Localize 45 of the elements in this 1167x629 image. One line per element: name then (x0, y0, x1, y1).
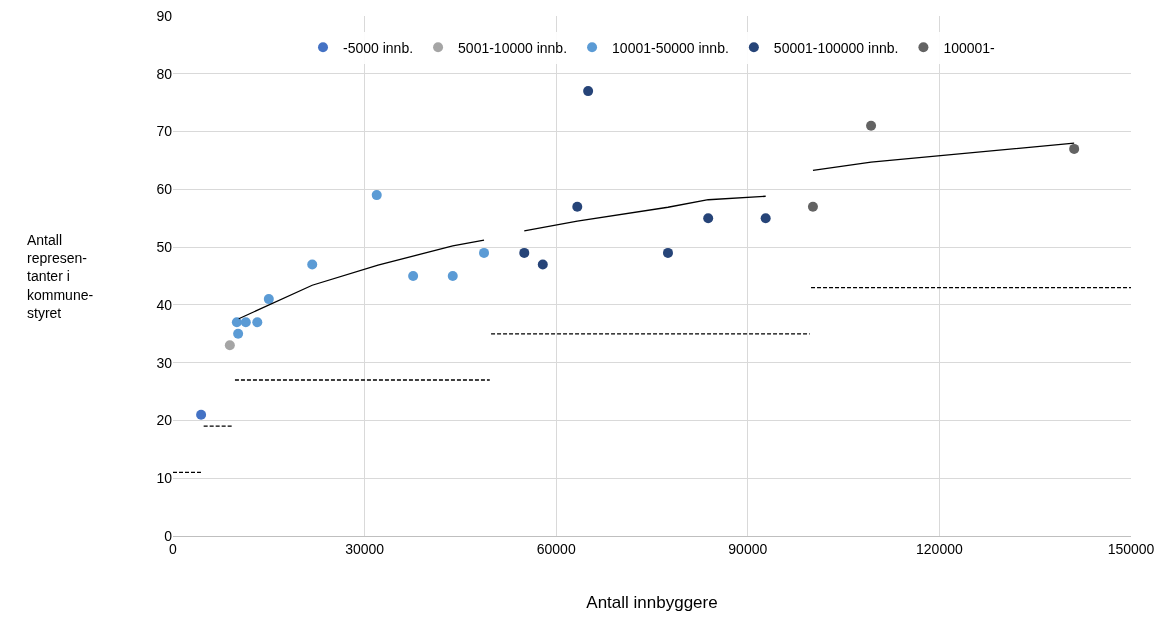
point (479, 247, 490, 258)
x-tick-label: 90000 (728, 540, 768, 557)
legend-label: 50001-100000 innb. (773, 39, 899, 56)
y-tick-label: 80 (156, 65, 173, 82)
y-tick-label: 0 (164, 527, 173, 544)
point (307, 259, 318, 270)
line-series (523, 195, 767, 232)
point (263, 294, 274, 305)
point (537, 259, 548, 270)
point (866, 120, 877, 131)
point (231, 317, 242, 328)
point (196, 409, 207, 420)
x-tick-label: 30000 (345, 540, 385, 557)
x-tick-label: 60000 (536, 540, 576, 557)
point (240, 317, 251, 328)
point (760, 213, 771, 224)
point (1069, 143, 1080, 154)
point (662, 247, 673, 258)
point (583, 86, 594, 97)
x-axis-title: Antall innbyggere (586, 593, 718, 613)
point (703, 213, 714, 224)
y-axis-title: Antall represen- tanter i kommune- styret (27, 232, 94, 321)
point (408, 271, 419, 281)
x-tick-label: 150000 (1107, 540, 1155, 557)
point (233, 328, 244, 339)
y-tick-label: 50 (156, 239, 173, 256)
point (224, 340, 235, 351)
x-tick-label: 120000 (916, 540, 963, 557)
y-tick-label: 10 (156, 470, 173, 487)
point (572, 201, 583, 212)
y-tick-label: 90 (156, 7, 173, 24)
legend-label: 5001-10000 innb. (458, 39, 568, 56)
point (447, 271, 458, 281)
point (252, 317, 263, 328)
y-tick-label: 70 (156, 123, 173, 140)
legend-label: -5000 innb. (343, 39, 414, 56)
legend-label: 10001-50000 innb. (612, 39, 729, 56)
y-tick-label: 30 (156, 354, 173, 371)
point (519, 247, 530, 258)
y-tick-label: 40 (156, 296, 173, 313)
y-tick-label: 60 (156, 181, 173, 198)
y-tick-label: 20 (156, 412, 173, 429)
point (371, 190, 382, 201)
point (807, 201, 818, 212)
legend-label: 100001- (943, 39, 996, 56)
